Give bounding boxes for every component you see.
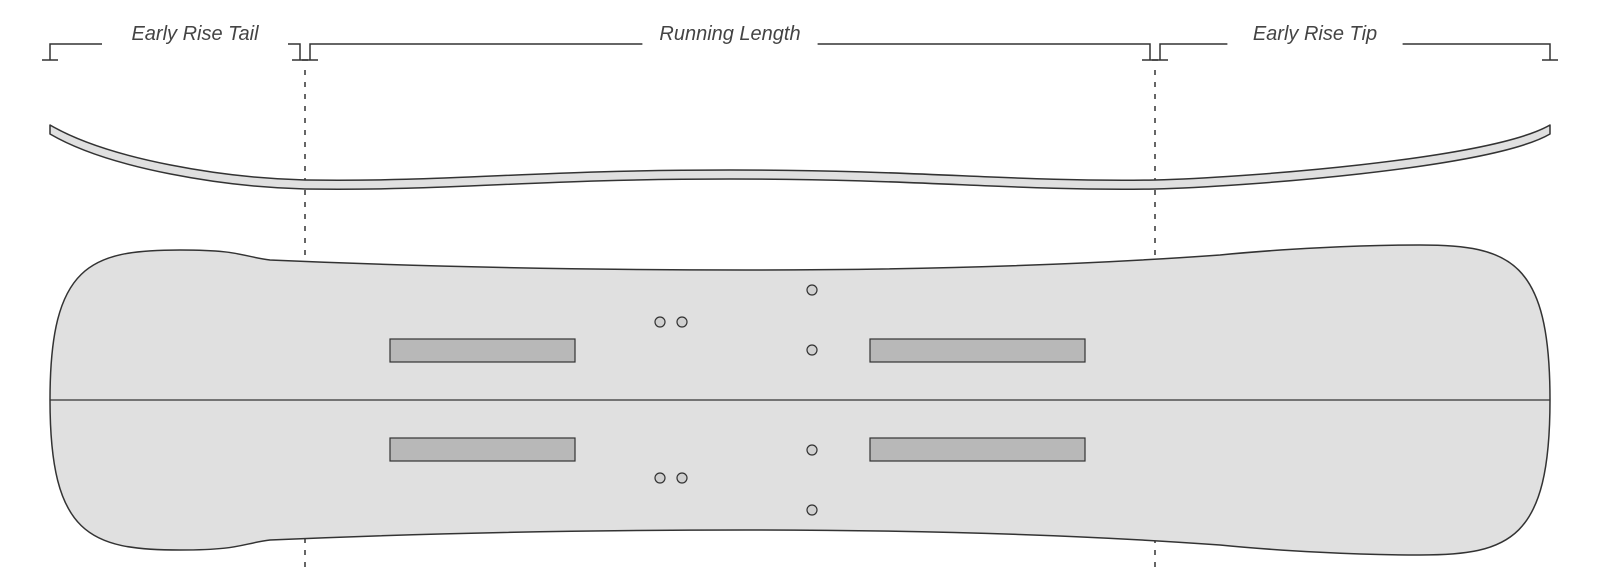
bracket-tail-label: Early Rise Tail [131,23,259,45]
insert-hole [807,505,817,515]
binding-channel [390,339,575,362]
binding-channel [870,438,1085,461]
bracket-tip-label: Early Rise Tip [1253,23,1377,45]
insert-hole [655,317,665,327]
insert-hole [807,285,817,295]
insert-hole [677,473,687,483]
bracket-running-length: Running Length [302,23,1158,60]
bracket-tip: Early Rise Tip [1152,23,1558,60]
board-profile [50,125,1550,189]
insert-hole [807,445,817,455]
bracket-running-length-label: Running Length [659,23,800,45]
insert-hole [655,473,665,483]
binding-channel [870,339,1085,362]
insert-hole [807,345,817,355]
bracket-tail: Early Rise Tail [42,23,308,60]
insert-hole [677,317,687,327]
binding-channel [390,438,575,461]
